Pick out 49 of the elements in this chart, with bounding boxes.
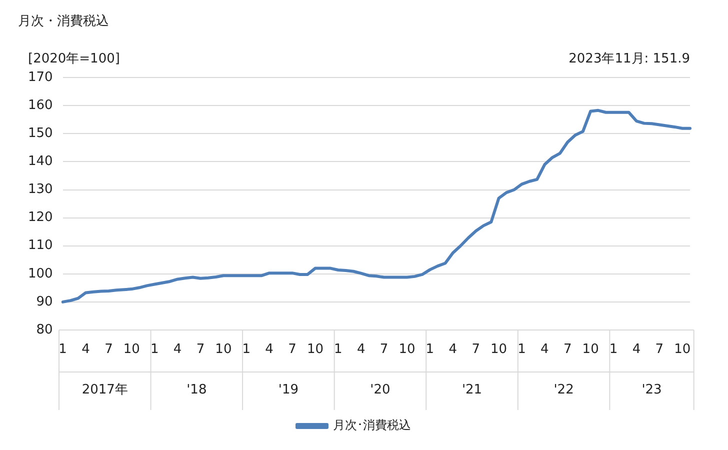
text: '19 [278, 382, 299, 398]
y-tick-label: 140 [28, 154, 53, 170]
y-tick-label: 170 [28, 70, 53, 85]
x-tick-label: 7 [196, 342, 205, 358]
text: 2017年 [82, 382, 128, 398]
x-tick-label: 7 [380, 342, 388, 358]
x-tick-label: 4 [540, 342, 549, 358]
y-axis-title: [2020年=100] [28, 51, 120, 66]
y-tick-label: 110 [28, 238, 53, 254]
x-tick-label: 7 [288, 342, 296, 358]
x-tick-label: 10 [123, 342, 140, 358]
x-tick-label: 1 [242, 342, 251, 358]
x-tick-label: 7 [655, 342, 664, 358]
text: '21 [462, 382, 482, 398]
x-tick-label: 4 [265, 342, 274, 358]
y-tick-label: 90 [36, 294, 53, 310]
x-tick-label: 10 [582, 342, 599, 358]
chart-title: 月次・消費税込 [18, 14, 109, 30]
x-tick-label: 4 [173, 342, 182, 358]
text: '20 [370, 382, 390, 398]
y-tick-label: 80 [36, 322, 53, 338]
text: '18 [186, 382, 207, 398]
x-tick-label: 10 [490, 342, 508, 358]
x-tick-label: 1 [426, 342, 434, 358]
x-tick-label: 4 [632, 342, 641, 358]
y-tick-label: 150 [28, 126, 53, 142]
x-tick-label: 1 [518, 342, 526, 358]
x-tick-label: 10 [215, 342, 232, 358]
x-tick-label: 10 [674, 342, 691, 358]
y-tick-label: 100 [28, 266, 53, 282]
text: '23 [642, 382, 662, 398]
x-tick-label: 4 [448, 342, 458, 358]
y-tick-label: 160 [28, 98, 53, 114]
x-tick-label: 1 [334, 342, 342, 358]
x-tick-label: 7 [104, 342, 113, 358]
x-tick-label: 10 [306, 342, 324, 358]
x-tick-label: 1 [150, 342, 159, 358]
y-tick-label: 130 [28, 182, 53, 198]
x-tick-label: 4 [82, 342, 90, 358]
x-tick-label: 4 [356, 342, 366, 358]
x-tick-label: 1 [58, 342, 67, 358]
x-tick-label: 7 [563, 342, 572, 358]
x-tick-label: 1 [609, 342, 618, 358]
text: 2023年11月: 151.9 [568, 51, 690, 66]
x-tick-label: 10 [398, 342, 416, 358]
legend-label: 月次･消費税込 [333, 418, 411, 432]
y-tick-label: 120 [28, 210, 53, 226]
text: '22 [554, 382, 574, 398]
x-tick-label: 7 [472, 342, 480, 358]
